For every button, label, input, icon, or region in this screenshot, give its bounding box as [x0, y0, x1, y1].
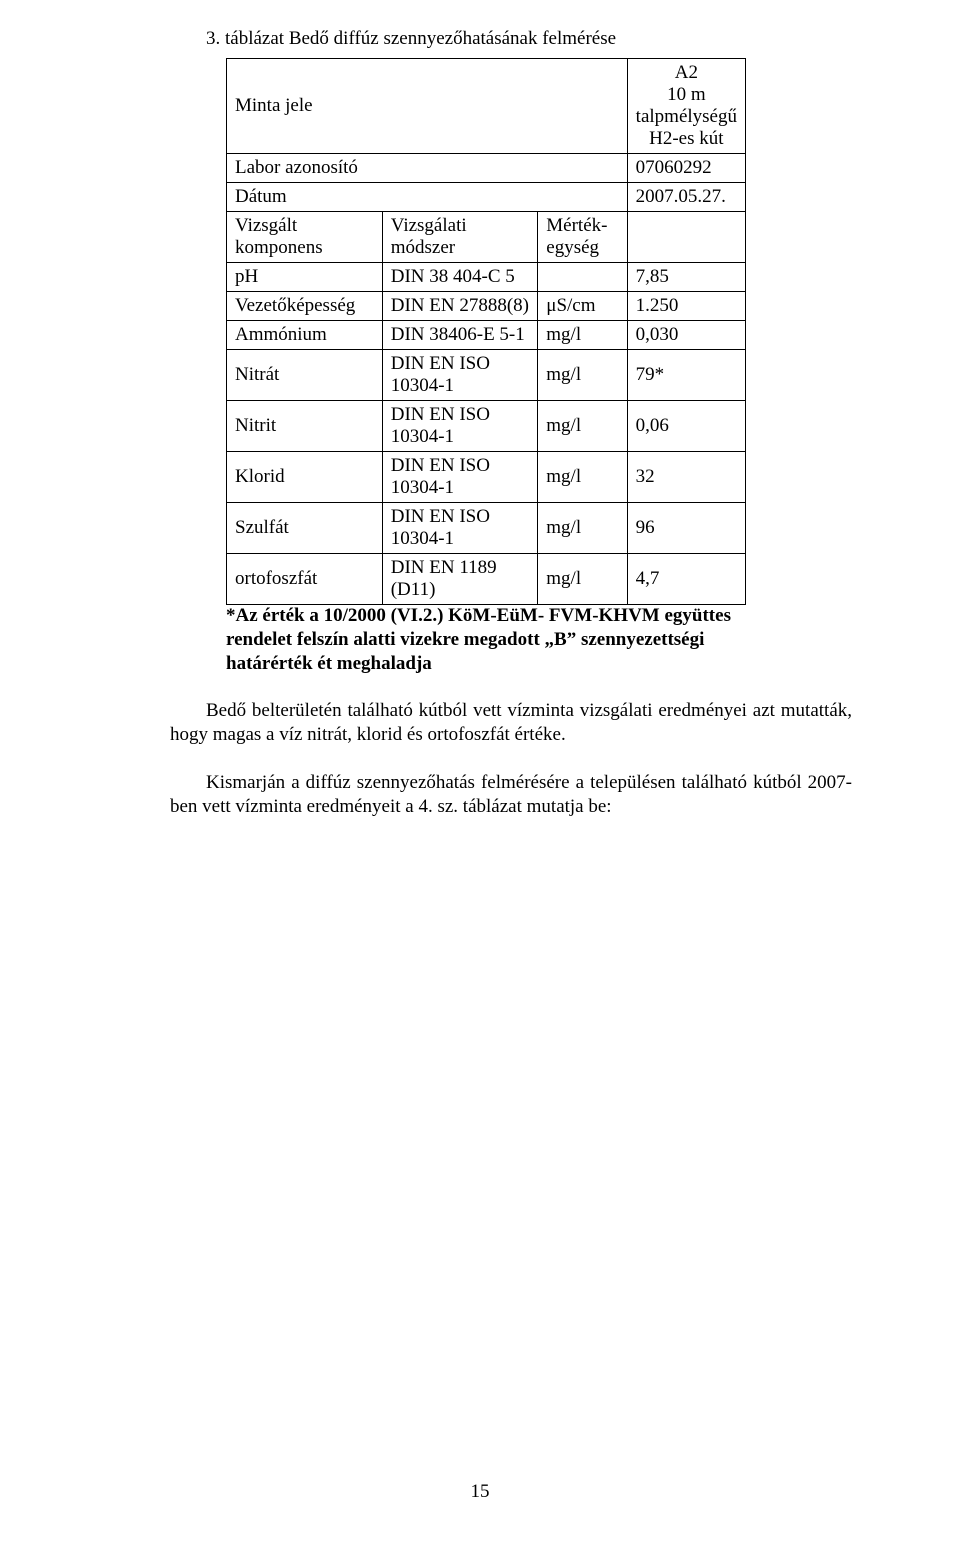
- table-cell: Nitrát: [227, 350, 383, 401]
- table-cell: DIN EN ISO 10304-1: [382, 503, 538, 554]
- page: 3. táblázat Bedő diffúz szennyezőhatásán…: [0, 0, 960, 1543]
- table-cell: Ammónium: [227, 321, 383, 350]
- table-cell: mg/l: [538, 452, 627, 503]
- table-cell: 79*: [627, 350, 745, 401]
- paragraph-2-text: Kismarján a diffúz szennyezőhatás felmér…: [170, 772, 852, 817]
- table-cell: 1.250: [627, 292, 745, 321]
- table-cell: 0,06: [627, 401, 745, 452]
- table-title: 3. táblázat Bedő diffúz szennyezőhatásán…: [170, 28, 852, 50]
- paragraph-1: Bedő belterületén található kútból vett …: [170, 699, 852, 747]
- table-cell: DIN EN 1189 (D11): [382, 554, 538, 605]
- data-table: Minta jeleA2 10 m talpmélységű H2-es kút…: [226, 58, 746, 605]
- table-cell: [538, 263, 627, 292]
- table-header-label: Minta jele: [227, 59, 628, 154]
- table-header-value: 07060292: [627, 154, 745, 183]
- table-cell: DIN EN ISO 10304-1: [382, 401, 538, 452]
- table-cell: 7,85: [627, 263, 745, 292]
- table-column-header: Vizsgálati módszer: [382, 212, 538, 263]
- table-header-value: A2 10 m talpmélységű H2-es kút: [627, 59, 745, 154]
- table-cell: Nitrit: [227, 401, 383, 452]
- table-cell: Klorid: [227, 452, 383, 503]
- table-cell: DIN 38 404-C 5: [382, 263, 538, 292]
- paragraph-1-text: Bedő belterületén található kútból vett …: [170, 700, 852, 745]
- table-column-header: Mérték-egység: [538, 212, 627, 263]
- table-cell: pH: [227, 263, 383, 292]
- table-cell: Vezetőképesség: [227, 292, 383, 321]
- table-cell: μS/cm: [538, 292, 627, 321]
- page-number: 15: [0, 1481, 960, 1503]
- table-cell: 96: [627, 503, 745, 554]
- table-cell: mg/l: [538, 554, 627, 605]
- table-cell: ortofoszfát: [227, 554, 383, 605]
- table-header-label: Dátum: [227, 183, 628, 212]
- paragraph-2: Kismarján a diffúz szennyezőhatás felmér…: [170, 771, 852, 819]
- table-cell: DIN 38406-E 5-1: [382, 321, 538, 350]
- table-cell: mg/l: [538, 503, 627, 554]
- table-header-value: 2007.05.27.: [627, 183, 745, 212]
- table-cell: mg/l: [538, 321, 627, 350]
- table-footnote: *Az érték a 10/2000 (VI.2.) KöM-EüM- FVM…: [226, 604, 746, 675]
- table-column-header: [627, 212, 745, 263]
- table-cell: 32: [627, 452, 745, 503]
- table-column-header: Vizsgált komponens: [227, 212, 383, 263]
- table-cell: Szulfát: [227, 503, 383, 554]
- table-header-label: Labor azonosító: [227, 154, 628, 183]
- table-cell: 0,030: [627, 321, 745, 350]
- table-cell: mg/l: [538, 401, 627, 452]
- table-cell: DIN EN ISO 10304-1: [382, 452, 538, 503]
- table-cell: 4,7: [627, 554, 745, 605]
- table-cell: DIN EN ISO 10304-1: [382, 350, 538, 401]
- table-cell: mg/l: [538, 350, 627, 401]
- table-cell: DIN EN 27888(8): [382, 292, 538, 321]
